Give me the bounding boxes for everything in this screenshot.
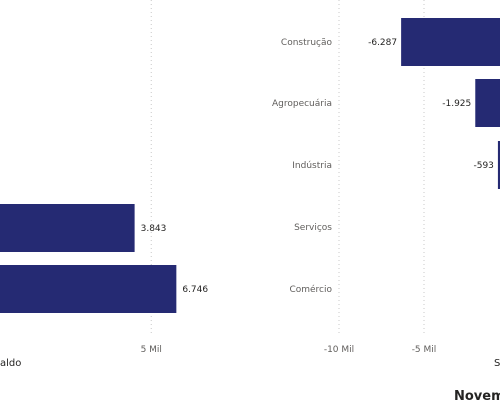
right-x-axis-title: S (494, 358, 500, 369)
right-data-label-2: -1.925 (442, 99, 471, 109)
right-category-label-4: Serviços (294, 223, 332, 233)
left-bar-chart: 5 Mil 3.843 6.746 aldo (0, 0, 208, 369)
right-category-label-3: Indústria (292, 161, 332, 171)
right-x-tick-1: -5 Mil (412, 345, 437, 355)
left-x-axis-title: aldo (0, 358, 21, 369)
left-x-tick-0: 5 Mil (141, 345, 162, 355)
right-category-label-2: Agropecuária (272, 99, 332, 109)
right-bar-2 (475, 79, 500, 127)
right-x-tick-0: -10 Mil (324, 345, 354, 355)
footer-title: Novem (454, 389, 500, 404)
left-data-label-2: 6.746 (182, 285, 208, 295)
right-bar-3 (497, 141, 500, 189)
left-bar-1 (0, 204, 135, 252)
left-data-label-1: 3.843 (141, 224, 167, 234)
left-bar-2 (0, 265, 177, 313)
right-bar-1 (401, 18, 500, 66)
right-data-label-1: -6.287 (368, 38, 397, 48)
right-category-label-5: Comércio (289, 284, 332, 295)
right-bar-chart: -10 Mil -5 Mil Construção Agropecuária Indús… (272, 0, 500, 369)
right-data-label-3: -593 (473, 161, 493, 171)
right-category-label-1: Construção (281, 38, 333, 48)
